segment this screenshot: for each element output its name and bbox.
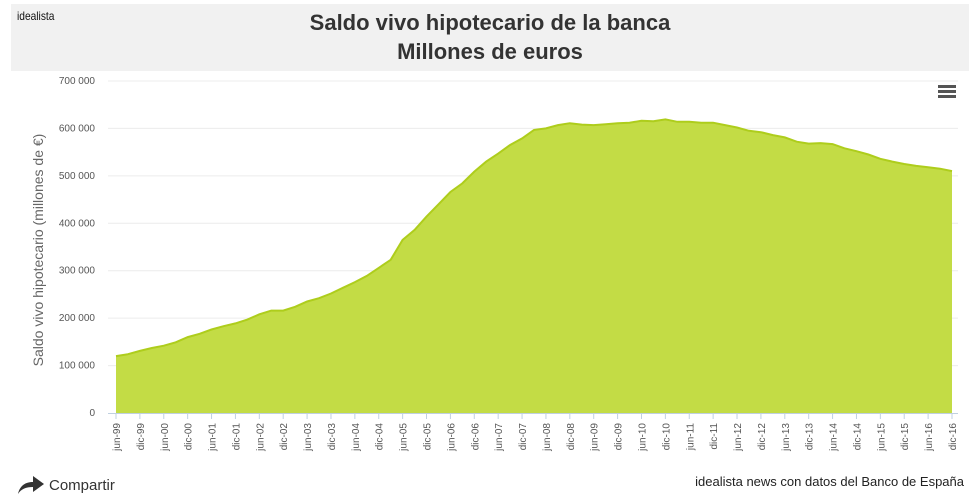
x-tick-label: dic-02	[279, 423, 290, 451]
x-tick-label: dic-15	[900, 423, 911, 451]
x-tick-label: jun-04	[351, 423, 362, 452]
x-tick-label: dic-04	[375, 423, 386, 451]
chart-subtitle: Millones de euros	[397, 39, 583, 64]
share-label: Compartir	[49, 476, 115, 494]
x-tick-label: jun-99	[112, 423, 123, 452]
hamburger-menu-icon[interactable]	[938, 85, 956, 99]
chart-header	[11, 4, 969, 71]
x-tick-label: jun-13	[781, 423, 792, 452]
x-tick-label: jun-14	[829, 423, 840, 452]
share-button[interactable]: Compartir	[18, 476, 115, 494]
x-tick-label: dic-13	[805, 423, 816, 451]
x-tick-label: jun-15	[876, 423, 887, 452]
x-tick-label: jun-16	[924, 423, 935, 452]
y-tick-label: 0	[89, 408, 95, 419]
y-tick-label: 100 000	[59, 361, 96, 372]
x-tick-label: dic-09	[614, 423, 625, 451]
x-tick-label: jun-01	[208, 423, 219, 452]
x-tick-label: dic-11	[709, 423, 720, 450]
source-credit: idealista news con datos del Banco de Es…	[695, 474, 964, 489]
brand-logo: idealista	[17, 9, 55, 23]
y-tick-label: 500 000	[59, 171, 96, 182]
x-tick-label: jun-06	[446, 423, 457, 452]
x-tick-label: dic-00	[184, 423, 195, 451]
x-tick-label: jun-10	[637, 423, 648, 452]
x-tick-label: dic-14	[852, 423, 863, 451]
x-tick-label: jun-03	[303, 423, 314, 452]
chart-title: Saldo vivo hipotecario de la banca	[309, 10, 671, 35]
x-tick-label: jun-11	[685, 423, 696, 451]
y-tick-label: 400 000	[59, 218, 96, 229]
x-tick-label: jun-05	[399, 423, 410, 452]
x-tick-label: jun-09	[590, 423, 601, 452]
x-tick-label: dic-99	[136, 423, 147, 451]
series-line	[115, 118, 953, 358]
x-tick-label: dic-08	[566, 423, 577, 451]
x-tick-label: dic-07	[518, 423, 529, 451]
series-area	[116, 119, 952, 414]
x-tick-label: dic-05	[423, 423, 434, 451]
y-tick-label: 700 000	[59, 76, 96, 87]
y-tick-label: 600 000	[59, 123, 96, 134]
x-tick-label: dic-06	[470, 423, 481, 451]
x-tick-label: dic-16	[948, 423, 959, 451]
x-tick-label: dic-03	[327, 423, 338, 451]
x-tick-label: jun-12	[733, 423, 744, 452]
x-tick-label: jun-08	[542, 423, 553, 452]
x-tick-label: jun-07	[494, 423, 505, 452]
x-tick-label: dic-01	[231, 423, 242, 451]
x-tick-label: jun-02	[255, 423, 266, 452]
x-tick-label: dic-10	[661, 423, 672, 451]
x-tick-label: jun-00	[160, 423, 171, 452]
share-arrow-icon	[18, 476, 44, 494]
y-tick-label: 200 000	[59, 313, 96, 324]
y-axis-title: Saldo vivo hipotecario (millones de €)	[30, 133, 46, 367]
y-tick-label: 300 000	[59, 266, 96, 277]
x-tick-label: dic-12	[757, 423, 768, 451]
